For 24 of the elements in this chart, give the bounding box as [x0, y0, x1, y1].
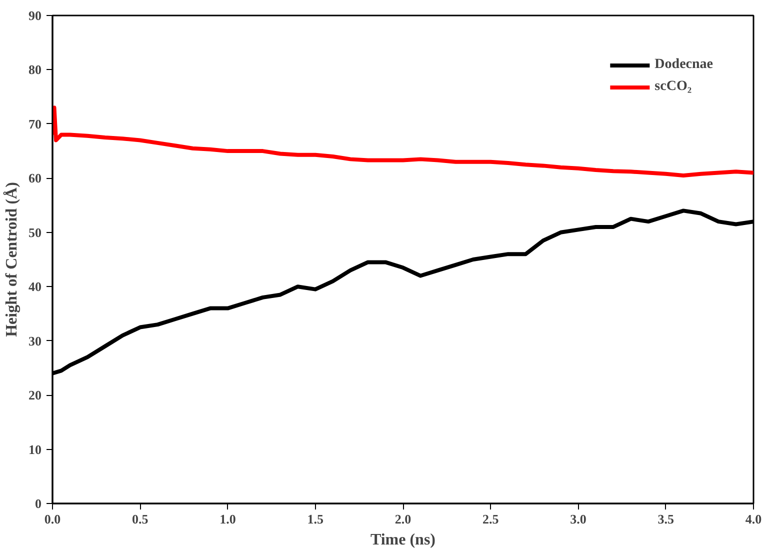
- y-tick-label: 50: [28, 224, 42, 240]
- x-tick-label: 1.0: [220, 512, 236, 526]
- x-tick-label: 1.5: [307, 512, 324, 526]
- y-tick-label: 90: [28, 8, 42, 23]
- x-axis-title: Time (ns): [370, 532, 436, 548]
- y-tick-label: 20: [28, 388, 42, 403]
- y-tick-label: 40: [28, 279, 42, 294]
- y-tick-label: 60: [28, 170, 42, 186]
- legend-label: scCO₂: [654, 79, 692, 95]
- x-tick-label: 2.5: [482, 512, 500, 526]
- x-tick-label: 0.0: [44, 512, 61, 526]
- y-tick-label: 10: [28, 442, 42, 457]
- x-tick-label: 0.5: [132, 512, 149, 526]
- y-tick-label: 30: [28, 333, 42, 348]
- y-tick-label: 80: [28, 62, 42, 78]
- line-series: [52, 106, 754, 178]
- legend-label: Dodecnae: [654, 57, 713, 73]
- y-tick-label: 70: [28, 116, 42, 132]
- x-tick-label: 2.0: [394, 512, 412, 526]
- x-tick-label: 4.0: [745, 512, 762, 526]
- y-axis-title: Height of Centroid (Å): [2, 182, 20, 337]
- x-tick-label: 3.0: [570, 512, 586, 526]
- y-tick-label: 0: [35, 496, 42, 511]
- x-tick-label: 3.5: [658, 512, 674, 526]
